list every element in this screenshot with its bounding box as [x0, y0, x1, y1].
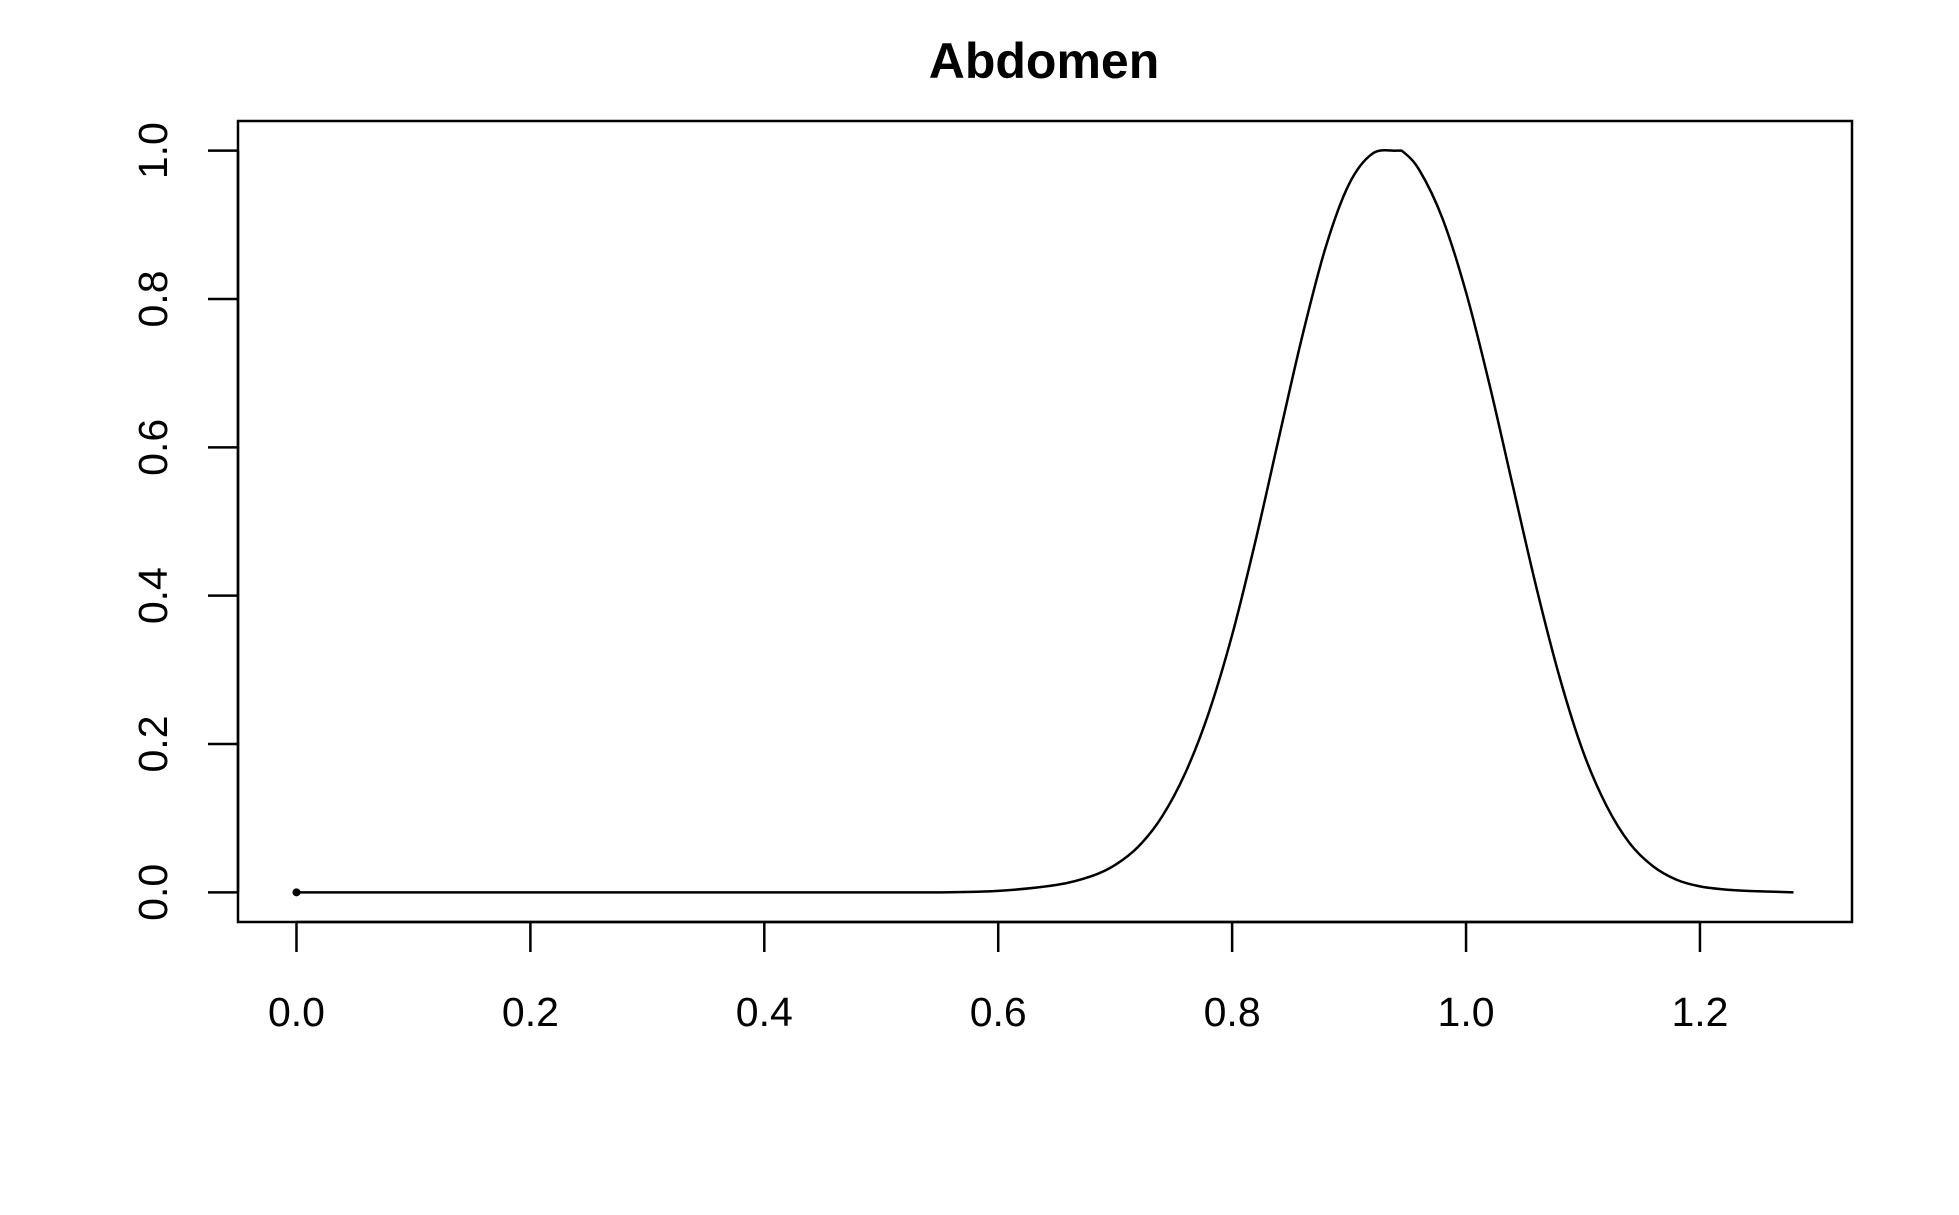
x-tick-label: 0.2 — [502, 989, 559, 1035]
point-marker — [292, 888, 301, 897]
y-tick-label: 0.8 — [130, 271, 176, 328]
x-tick-label: 0.6 — [970, 989, 1027, 1035]
series-line-0 — [296, 148, 1794, 894]
plot-frame — [236, 119, 1854, 924]
y-axis: 0.0 0.2 0.4 0.6 0.8 1.0 — [130, 122, 240, 921]
x-tick-label: 0.0 — [268, 989, 325, 1035]
y-tick-label: 0.6 — [130, 419, 176, 476]
y-tick-label: 1.0 — [130, 122, 176, 179]
x-tick-label: 1.2 — [1671, 989, 1728, 1035]
y-tick-label: 0.4 — [130, 567, 176, 624]
series-layer — [292, 148, 1794, 897]
y-tick-label: 0.0 — [130, 864, 176, 921]
chart-title: Abdomen — [929, 33, 1160, 89]
x-axis: 0.0 0.2 0.4 0.6 0.8 1.0 1.2 — [268, 920, 1728, 1035]
x-tick-label: 1.0 — [1438, 989, 1495, 1035]
x-tick-label: 0.8 — [1204, 989, 1261, 1035]
x-tick-label: 0.4 — [736, 989, 793, 1035]
y-tick-label: 0.2 — [130, 716, 176, 773]
